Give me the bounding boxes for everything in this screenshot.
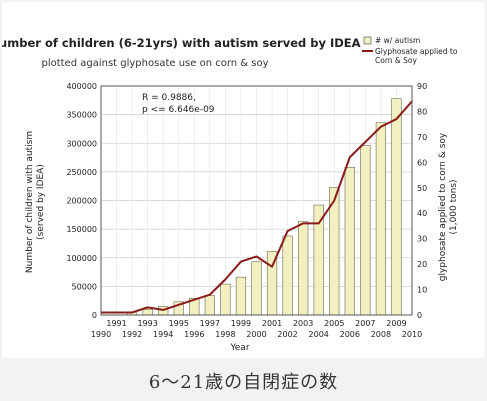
autism-bar [220, 283, 231, 316]
autism-bar [375, 122, 387, 316]
x-tick-label: 1997 [200, 319, 220, 328]
left-tick-label: 350000 [66, 111, 97, 120]
x-tick-label: 1994 [153, 330, 173, 339]
right-axis-label: glyphosate applied to corn & soy (1,000 … [438, 132, 459, 281]
right-tick-label: 20 [417, 260, 427, 269]
right-tick-label: 90 [417, 82, 427, 91]
x-tick-label: 2005 [324, 319, 344, 328]
right-tick-label: 0 [417, 311, 422, 320]
right-tick-label: 50 [417, 184, 427, 193]
x-tick-label: 1999 [231, 319, 251, 328]
right-tick-label: 60 [417, 158, 427, 167]
x-tick-label: 2008 [371, 330, 391, 339]
left-tick-label: 50000 [72, 282, 97, 291]
plot-border [100, 85, 413, 316]
x-tick-label: 2003 [293, 319, 313, 328]
x-tick-label: 2007 [355, 319, 375, 328]
autism-bar [142, 308, 153, 316]
autism-bar [391, 98, 402, 316]
caption: 6～21歳の自閉症の数 [148, 372, 339, 393]
autism-bar [313, 204, 324, 316]
left-axis-label-line-1: Number of children with autism [25, 131, 35, 273]
chart-subtitle: plotted against glyphosate use on corn &… [41, 58, 268, 69]
autism-bar [344, 166, 355, 316]
right-axis-label-line-2: (1,000 tons) [449, 179, 459, 234]
glyphosate-line [101, 100, 413, 314]
legend-bar-label: # w/ autism [375, 36, 420, 45]
right-tick-label: 30 [417, 235, 427, 244]
autism-bar [298, 221, 309, 316]
x-tick-label: 1995 [169, 319, 189, 328]
x-tick-label: 2001 [262, 319, 282, 328]
x-tick-label: 1992 [122, 330, 142, 339]
left-tick-label: 150000 [66, 225, 97, 234]
right-tick-label: 70 [417, 133, 427, 142]
axis-ticks: 0 50000 100000 150000 200000 250000 300000 3500… [66, 82, 427, 339]
legend-line-label-1: Glyphosate applied to [375, 47, 458, 56]
left-tick-label: 300000 [66, 139, 97, 148]
x-tick-label: 1998 [215, 330, 235, 339]
x-axis-label: Year [229, 343, 249, 353]
x-tick-label: 2002 [277, 330, 297, 339]
chart: Number of children (6-21yrs) with autism… [2, 36, 459, 353]
autism-bar [235, 276, 247, 316]
autism-bars [126, 98, 402, 316]
x-tick-label: 2009 [386, 319, 406, 328]
x-tick-label: 1996 [184, 330, 204, 339]
correlation-annotation: R = 0.9886, p <= 6.646e-09 [142, 93, 215, 115]
left-tick-label: 200000 [66, 197, 97, 206]
x-tick-label: 2000 [246, 330, 266, 339]
annotation-r-value: R = 0.9886, [142, 93, 196, 103]
x-tick-label: 1993 [137, 319, 157, 328]
legend-line-label-2: Corn & Soy [375, 56, 417, 65]
chart-frame: Number of children (6-21yrs) with autism… [2, 2, 485, 358]
chart-title: Number of children (6-21yrs) with autism… [2, 36, 361, 50]
legend: # w/ autism Glyphosate applied to Corn &… [362, 36, 458, 65]
autism-bar [282, 235, 293, 316]
x-tick-label: 1991 [106, 319, 126, 328]
left-tick-label: 0 [92, 311, 97, 320]
autism-bar [251, 261, 262, 316]
glyphosate-line-group [101, 100, 413, 314]
right-tick-label: 40 [417, 209, 427, 218]
right-tick-label: 80 [417, 107, 427, 116]
annotation-p-value: p <= 6.646e-09 [142, 105, 215, 115]
left-tick-label: 400000 [66, 82, 97, 91]
right-tick-label: 10 [417, 286, 427, 295]
right-axis-label-line-1: glyphosate applied to corn & soy [438, 132, 448, 281]
autism-bar [360, 145, 371, 316]
x-tick-label: 2010 [402, 330, 422, 339]
left-axis-label-line-2: (served by IDEA) [36, 164, 46, 240]
left-tick-label: 250000 [66, 168, 97, 177]
left-tick-label: 100000 [66, 254, 97, 263]
legend-bar-swatch [363, 36, 372, 45]
x-tick-label: 2004 [309, 330, 329, 339]
x-tick-label: 1990 [91, 330, 111, 339]
left-axis-label: Number of children with autism (served b… [25, 131, 46, 273]
x-tick-label: 2006 [340, 330, 360, 339]
autism-bar [204, 295, 215, 316]
